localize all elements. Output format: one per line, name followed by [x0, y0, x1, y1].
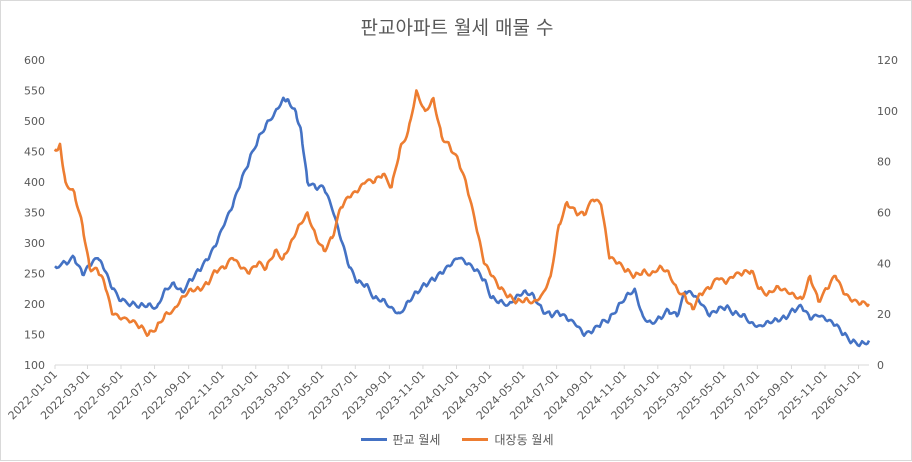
legend-label-daejang: 대장동 월세 — [494, 433, 554, 447]
legend-swatch-daejang — [462, 438, 489, 441]
y-left-tick-label: 450 — [24, 146, 45, 159]
series-line-pangyo — [54, 96, 871, 348]
y-left-tick-label: 600 — [24, 54, 45, 67]
y-right-tick-label: 20 — [877, 308, 891, 321]
series-line-daejang — [53, 89, 871, 337]
legend: 판교 월세 대장동 월세 — [1, 431, 912, 448]
y-left-tick-label: 550 — [24, 85, 45, 98]
y-right-tick-label: 120 — [877, 54, 898, 67]
y-right-tick-label: 60 — [877, 207, 891, 220]
legend-item-daejang[interactable]: 대장동 월세 — [462, 431, 554, 448]
chart-title: 판교아파트 월세 매물 수 — [360, 17, 554, 39]
y-left-tick-label: 150 — [24, 329, 45, 342]
y-right-tick-label: 0 — [877, 359, 884, 372]
y-left-tick-label: 350 — [24, 207, 45, 220]
y-left-tick-label: 400 — [24, 176, 45, 189]
y-left-tick-label: 200 — [24, 298, 45, 311]
legend-swatch-pangyo — [360, 438, 387, 441]
y-left-tick-label: 300 — [24, 237, 45, 250]
y-left-tick-label: 100 — [24, 359, 45, 372]
y-right-tick-label: 40 — [877, 257, 891, 270]
y-left-tick-label: 250 — [24, 268, 45, 281]
y-right-tick-label: 100 — [877, 105, 898, 118]
legend-label-pangyo: 판교 월세 — [392, 433, 441, 447]
y-left-tick-label: 500 — [24, 115, 45, 128]
y-right-tick-label: 80 — [877, 156, 891, 169]
legend-item-pangyo[interactable]: 판교 월세 — [360, 431, 441, 448]
